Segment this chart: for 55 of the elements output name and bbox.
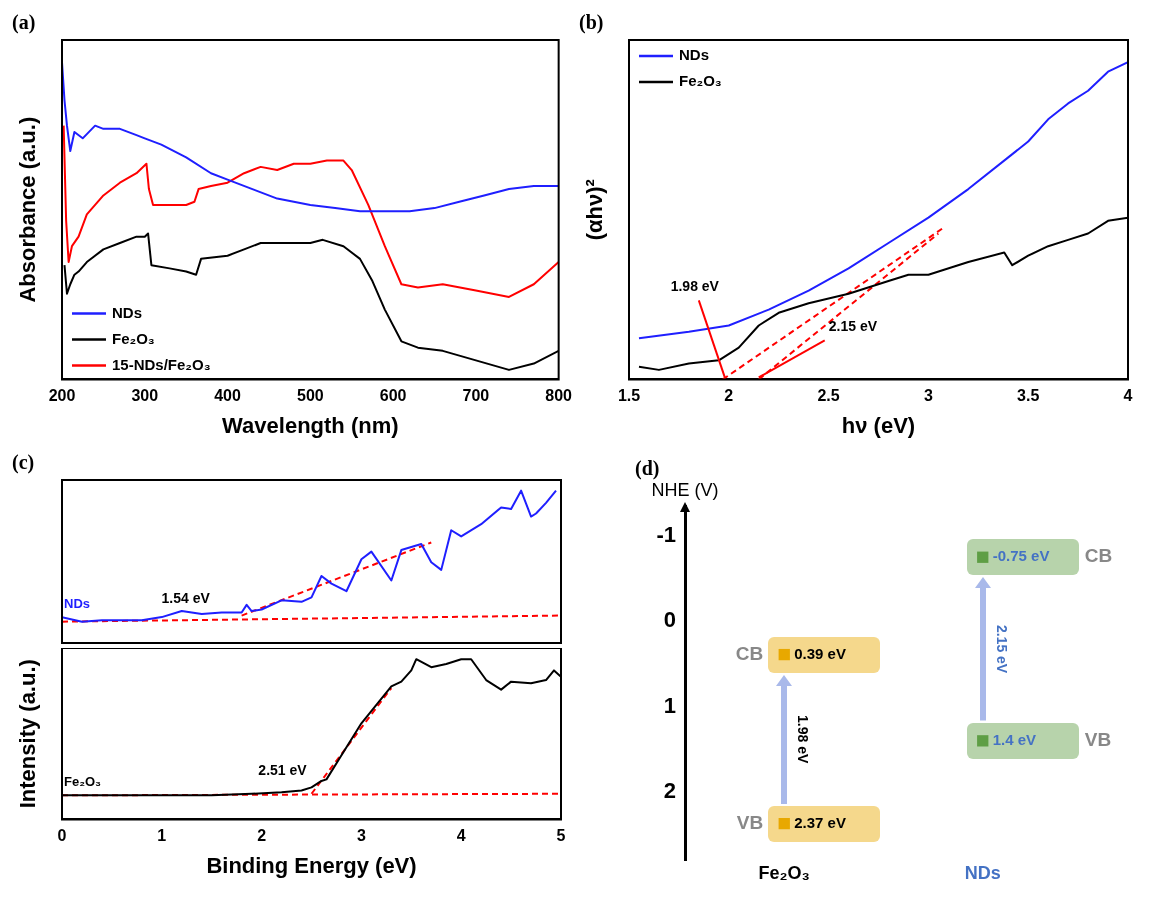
- legend-label: NDs: [112, 303, 143, 321]
- series-label: CB: [735, 642, 764, 664]
- x-tick-label: 400: [214, 387, 241, 405]
- legend-label: 15-NDs/Fe₂O₃: [112, 355, 211, 373]
- x-tick-label: 1: [157, 827, 167, 845]
- y-axis-title: Absorbance (a.u.): [15, 116, 41, 303]
- x-tick-label: 300: [131, 387, 159, 405]
- chart-title: (a): [12, 11, 36, 35]
- chart-title: (d): [635, 457, 660, 481]
- chart-title: (c): [12, 451, 35, 475]
- x-tick-label: 4: [1123, 387, 1133, 405]
- y-axis-title: NHE (V): [651, 479, 719, 500]
- x-tick-label: 2.5: [817, 387, 840, 405]
- x-tick-label: 2: [724, 387, 734, 405]
- x-tick-label: 3: [923, 387, 933, 405]
- annotation: 2.15 eV: [828, 318, 878, 335]
- x-tick-label: 3.5: [1017, 387, 1040, 405]
- x-tick-label: 0: [57, 827, 67, 845]
- chart-title: (b): [579, 11, 604, 35]
- x-tick-label: 5: [556, 827, 566, 845]
- x-tick-label: 2: [257, 827, 267, 845]
- data-label: -0.75 eV: [992, 547, 1050, 565]
- y-tick-label: 0: [663, 607, 676, 633]
- x-tick-label: 200: [48, 387, 76, 405]
- series-label: Fe₂O₃: [64, 774, 102, 790]
- legend-label: NDs: [679, 46, 710, 64]
- annotation: 1.98 eV: [795, 715, 812, 764]
- text: VB: [1084, 729, 1112, 751]
- x-tick-label: 3: [356, 827, 366, 845]
- x-tick-label: 700: [462, 387, 490, 405]
- x-tick-label: 800: [545, 387, 573, 405]
- x-tick-label: 4: [456, 827, 466, 845]
- x-tick-label: 1.5: [617, 387, 641, 405]
- annotation: 1.98 eV: [670, 278, 720, 295]
- data-label: 1.4 eV: [992, 730, 1037, 748]
- annotation: 1.54 eV: [161, 590, 211, 607]
- annotation: 2.51 eV: [258, 762, 308, 779]
- text: CB: [1084, 545, 1113, 567]
- x-tick-label: 500: [296, 387, 324, 405]
- x-axis-title: hν (eV): [841, 412, 916, 438]
- x-axis-title: Binding Energy (eV): [206, 852, 417, 878]
- legend-label: Fe₂O₃: [112, 329, 155, 347]
- series-label: VB: [736, 811, 764, 833]
- data-label: 2.37 eV: [794, 813, 846, 831]
- y-tick-label: 1: [663, 692, 676, 718]
- series-label: NDs: [64, 596, 91, 612]
- legend-label: Fe₂O₃: [679, 72, 722, 90]
- x-axis-title: Wavelength (nm): [222, 412, 399, 438]
- y-tick-label: 2: [663, 778, 676, 804]
- y-axis-title: (αhν)²: [582, 179, 608, 241]
- x-tick-label: 600: [379, 387, 407, 405]
- y-tick-label: -1: [656, 521, 676, 547]
- data-label: 0.39 eV: [794, 644, 846, 662]
- annotation: 2.15 eV: [993, 624, 1010, 674]
- y-axis-title: Intensity (a.u.): [15, 659, 41, 809]
